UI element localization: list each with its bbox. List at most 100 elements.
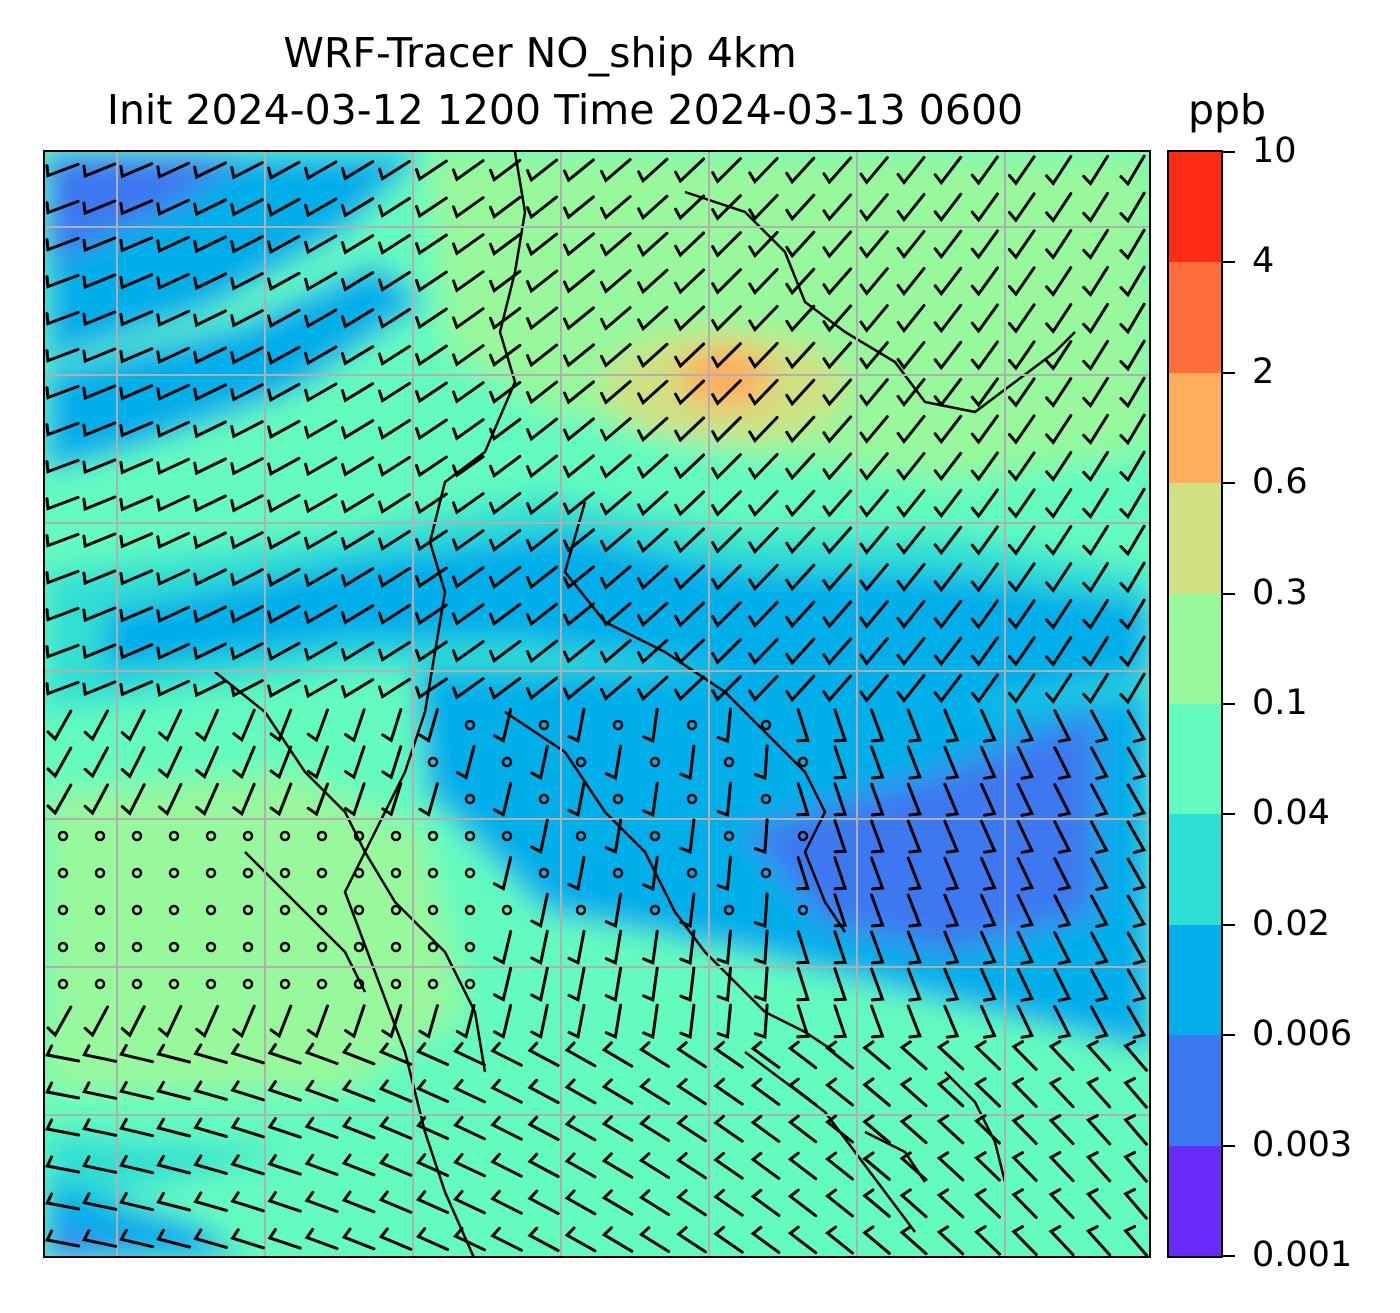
wind-barb bbox=[526, 232, 559, 257]
wind-barb bbox=[1085, 1077, 1112, 1109]
wind-barb bbox=[1085, 1040, 1112, 1072]
wind-barb bbox=[785, 193, 816, 222]
wind-barb bbox=[526, 269, 559, 294]
wind-barb bbox=[1007, 525, 1036, 556]
wind-barb bbox=[119, 1118, 155, 1138]
wind-barb bbox=[416, 1116, 450, 1140]
wind-barb bbox=[1126, 783, 1147, 817]
wind-barb bbox=[1053, 1005, 1072, 1039]
wind-barb bbox=[267, 530, 301, 550]
wind-barb bbox=[230, 568, 264, 587]
calm-wind-marker bbox=[57, 941, 69, 953]
wind-barb bbox=[970, 562, 999, 593]
calm-wind-marker bbox=[205, 904, 217, 916]
wind-barb bbox=[825, 1188, 854, 1218]
wind-barb bbox=[82, 162, 117, 179]
wind-barb bbox=[304, 604, 338, 625]
wind-barb bbox=[46, 783, 73, 816]
colorbar-tick-label: 0.3 bbox=[1252, 572, 1308, 613]
wind-barb bbox=[156, 457, 190, 475]
wind-barb bbox=[637, 268, 669, 295]
wind-barb bbox=[870, 1004, 885, 1039]
wind-barb bbox=[416, 1190, 450, 1214]
wind-barb bbox=[82, 1081, 118, 1100]
wind-barb bbox=[1048, 1151, 1075, 1183]
wind-barb bbox=[341, 493, 375, 514]
colorbar-segment bbox=[1169, 151, 1221, 263]
wind-barb bbox=[526, 343, 559, 368]
wind-barb bbox=[341, 678, 375, 699]
calm-wind-marker bbox=[686, 719, 698, 731]
calm-wind-marker bbox=[131, 904, 143, 916]
wind-barb bbox=[415, 677, 448, 700]
wind-barb bbox=[526, 417, 559, 442]
wind-barb bbox=[378, 381, 411, 403]
wind-barb bbox=[604, 1003, 623, 1039]
wind-barb bbox=[1053, 968, 1072, 1002]
wind-barb bbox=[974, 1114, 1001, 1145]
wind-barb bbox=[1119, 154, 1146, 187]
wind-barb bbox=[119, 1192, 155, 1212]
wind-barb bbox=[936, 1151, 965, 1182]
wind-barb bbox=[415, 640, 448, 663]
wind-barb bbox=[415, 307, 448, 330]
wind-barb bbox=[637, 194, 669, 221]
wind-barb bbox=[713, 1114, 744, 1143]
wind-barb bbox=[267, 234, 301, 254]
wind-barb bbox=[638, 1189, 671, 1216]
calm-wind-marker bbox=[464, 867, 476, 879]
calm-wind-marker bbox=[612, 867, 624, 879]
calm-wind-marker bbox=[649, 830, 661, 842]
wind-barb bbox=[1082, 413, 1109, 446]
wind-barb bbox=[1048, 1225, 1075, 1256]
calm-wind-marker bbox=[168, 904, 180, 916]
wind-barb bbox=[452, 529, 485, 552]
wind-barb bbox=[563, 602, 595, 627]
wind-barb bbox=[970, 340, 999, 371]
wind-barb bbox=[452, 307, 485, 330]
wind-barb bbox=[267, 160, 301, 180]
wind-barb bbox=[748, 379, 779, 406]
wind-barb bbox=[896, 526, 926, 555]
wind-barb bbox=[859, 600, 889, 629]
wind-barb bbox=[796, 930, 810, 965]
wind-barb bbox=[230, 679, 264, 698]
wind-barb bbox=[45, 643, 80, 659]
wind-barb bbox=[1016, 820, 1035, 854]
wind-barb bbox=[748, 231, 779, 258]
wind-barb bbox=[637, 490, 669, 517]
wind-barb bbox=[45, 606, 80, 622]
wind-barb bbox=[156, 679, 190, 697]
wind-barb bbox=[526, 602, 559, 627]
wind-barb bbox=[415, 196, 448, 219]
wind-barb bbox=[416, 1079, 450, 1103]
colorbar-tick-label: 10 bbox=[1252, 131, 1297, 171]
wind-barb bbox=[378, 418, 411, 440]
wind-barb bbox=[45, 532, 80, 548]
calm-wind-marker bbox=[316, 941, 328, 953]
wind-barb bbox=[230, 1043, 265, 1065]
wind-barb bbox=[1126, 931, 1147, 965]
wind-barb bbox=[1007, 673, 1036, 704]
wind-barb bbox=[825, 1151, 854, 1181]
wind-barb bbox=[679, 966, 696, 1003]
wind-barb bbox=[936, 1225, 965, 1256]
wind-barb bbox=[600, 565, 632, 590]
wind-barb bbox=[119, 1081, 155, 1101]
wind-barb bbox=[193, 1080, 228, 1101]
wind-barb bbox=[193, 1117, 228, 1138]
wind-barb bbox=[943, 893, 960, 928]
wind-barb bbox=[753, 892, 769, 929]
wind-barb bbox=[120, 1005, 146, 1038]
wind-barb bbox=[378, 270, 411, 292]
wind-barb bbox=[45, 1081, 81, 1100]
wind-barb bbox=[306, 1004, 329, 1039]
wind-barb bbox=[452, 381, 485, 404]
wind-barb bbox=[1123, 1114, 1148, 1146]
wind-barb bbox=[970, 673, 999, 704]
calm-wind-marker bbox=[131, 867, 143, 879]
calm-wind-marker bbox=[427, 978, 439, 990]
colorbar-tick-label: 4 bbox=[1252, 241, 1275, 282]
calm-wind-marker bbox=[538, 867, 550, 879]
colorbar-tick bbox=[1223, 151, 1235, 153]
